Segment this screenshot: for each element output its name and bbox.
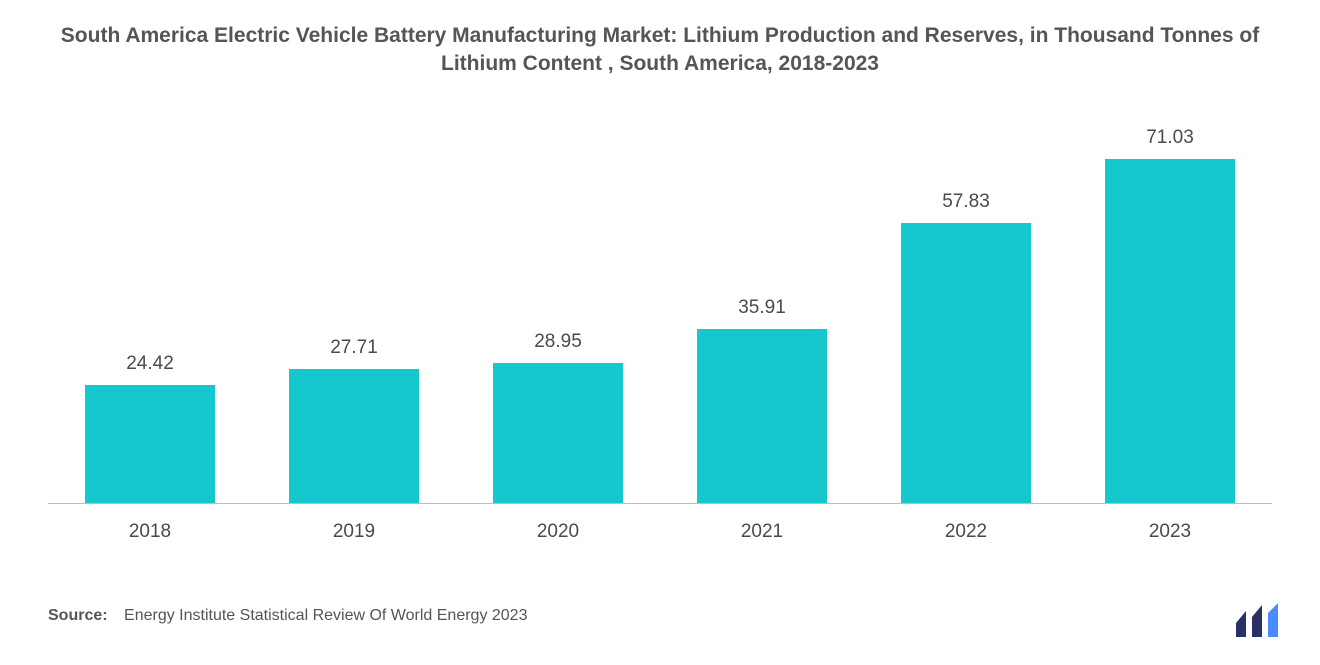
category-label: 2021 xyxy=(660,521,864,543)
bar xyxy=(697,329,827,503)
bar-value-label: 24.42 xyxy=(48,353,252,375)
category-label: 2022 xyxy=(864,521,1068,543)
bar-group: 71.03 xyxy=(1068,115,1272,503)
bar xyxy=(289,369,419,503)
category-label: 2023 xyxy=(1068,521,1272,543)
bar-group: 24.42 xyxy=(48,115,252,503)
category-label: 2019 xyxy=(252,521,456,543)
bar-value-label: 27.71 xyxy=(252,337,456,359)
bar-value-label: 35.91 xyxy=(660,297,864,319)
bar xyxy=(1105,159,1235,503)
source-citation: Source: Energy Institute Statistical Rev… xyxy=(48,607,527,625)
bar xyxy=(901,223,1031,503)
brand-logo xyxy=(1232,603,1290,641)
bar-value-label: 57.83 xyxy=(864,191,1068,213)
bar-group: 35.91 xyxy=(660,115,864,503)
x-axis-baseline xyxy=(48,503,1272,504)
plot-area: 24.4227.7128.9535.91 57.83 71.03 xyxy=(48,115,1272,503)
bar-group: 28.95 xyxy=(456,115,660,503)
source-text: Energy Institute Statistical Review Of W… xyxy=(124,607,527,624)
bar-value-label: 28.95 xyxy=(456,331,660,353)
bar xyxy=(85,385,215,503)
category-label: 2018 xyxy=(48,521,252,543)
bar-value-label: 71.03 xyxy=(1068,127,1272,149)
bar xyxy=(493,363,623,503)
source-label: Source: xyxy=(48,607,108,624)
chart-title: South America Electric Vehicle Battery M… xyxy=(60,22,1260,79)
bar-group: 27.71 xyxy=(252,115,456,503)
category-label: 2020 xyxy=(456,521,660,543)
chart-container: { "chart": { "type": "bar", "title": "So… xyxy=(0,0,1320,665)
bar-group: 57.83 xyxy=(864,115,1068,503)
